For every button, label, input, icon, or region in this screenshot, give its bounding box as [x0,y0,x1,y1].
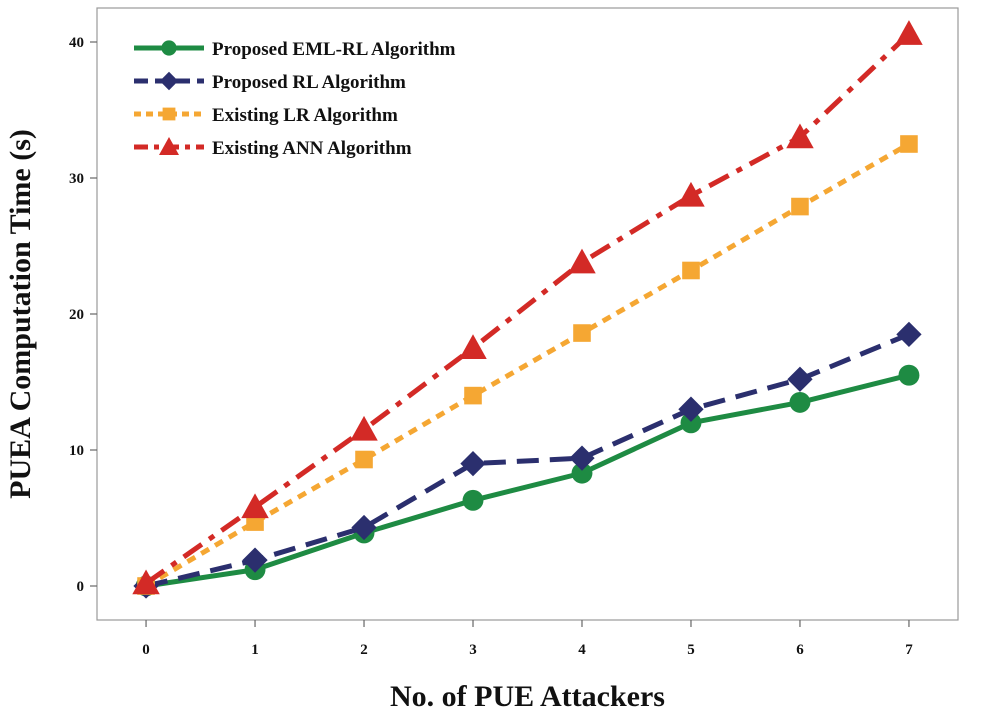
x-tick-label: 2 [360,642,368,658]
data-point [573,324,591,342]
data-point [898,364,920,386]
data-point [678,396,704,422]
data-point [677,181,705,207]
y-tick-label: 10 [69,443,84,459]
y-tick-label: 0 [77,579,85,595]
x-tick-label: 5 [687,642,695,658]
legend-label: Proposed RL Algorithm [212,72,406,93]
data-point [355,450,373,469]
data-point [895,20,923,45]
x-axis-ticks: 0 1 2 3 4 5 6 7 [142,620,913,658]
data-point [571,462,593,484]
legend-label: Existing ANN Algorithm [212,138,412,159]
data-point [462,489,484,511]
x-tick-label: 0 [142,642,150,658]
data-point [350,415,378,441]
data-point [786,123,814,149]
data-point [351,514,377,541]
series-square [137,135,918,595]
x-tick-label: 6 [796,642,804,658]
data-point [242,547,268,573]
y-tick-label: 30 [69,171,84,187]
series-layer [132,20,923,599]
legend-marker [161,40,177,56]
legend-marker [162,107,176,121]
legend-item: Proposed EML-RL Algorithm [134,39,456,60]
legend-marker [159,71,179,91]
series-line [144,32,911,586]
data-point [680,412,702,434]
y-axis-title: PUEA Computation Time (s) [4,129,37,499]
data-point [789,391,811,413]
series-line [145,372,910,589]
legend-item: Existing LR Algorithm [134,105,398,126]
data-point [132,569,160,595]
x-tick-label: 3 [469,642,477,658]
data-point [569,445,595,471]
data-point [568,248,596,274]
data-point [459,334,487,359]
series-triangle [132,20,923,595]
data-point [791,197,809,216]
series-diamond [133,321,922,599]
y-tick-label: 40 [69,35,84,51]
data-point [464,386,482,405]
legend-marker [159,137,179,155]
data-point [900,135,918,153]
data-point [241,493,269,519]
series-line [145,332,910,589]
data-point [682,261,700,280]
data-point [787,366,813,392]
data-point [896,321,922,348]
legend-item: Proposed RL Algorithm [134,71,406,93]
y-axis-ticks: 0 10 20 30 40 [69,35,97,595]
x-tick-label: 4 [578,642,586,658]
legend-label: Proposed EML-RL Algorithm [212,39,456,60]
series-line [144,141,911,589]
y-tick-label: 20 [69,307,84,323]
legend-item: Existing ANN Algorithm [134,137,412,159]
x-axis-title: No. of PUE Attackers [390,680,665,713]
x-tick-label: 7 [905,642,913,658]
x-tick-label: 1 [251,642,259,658]
data-point [460,450,486,477]
legend-label: Existing LR Algorithm [212,105,398,126]
legend: Proposed EML-RL Algorithm Proposed RL Alg… [134,39,456,159]
